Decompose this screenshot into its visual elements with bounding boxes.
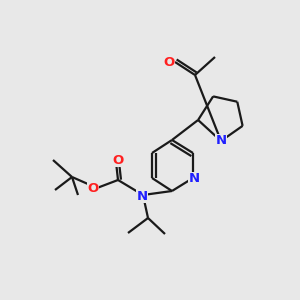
Text: O: O [87, 182, 99, 196]
Text: N: N [188, 172, 200, 185]
Text: O: O [164, 56, 175, 68]
Text: N: N [215, 134, 226, 148]
Text: O: O [112, 154, 124, 166]
Text: N: N [136, 190, 148, 202]
